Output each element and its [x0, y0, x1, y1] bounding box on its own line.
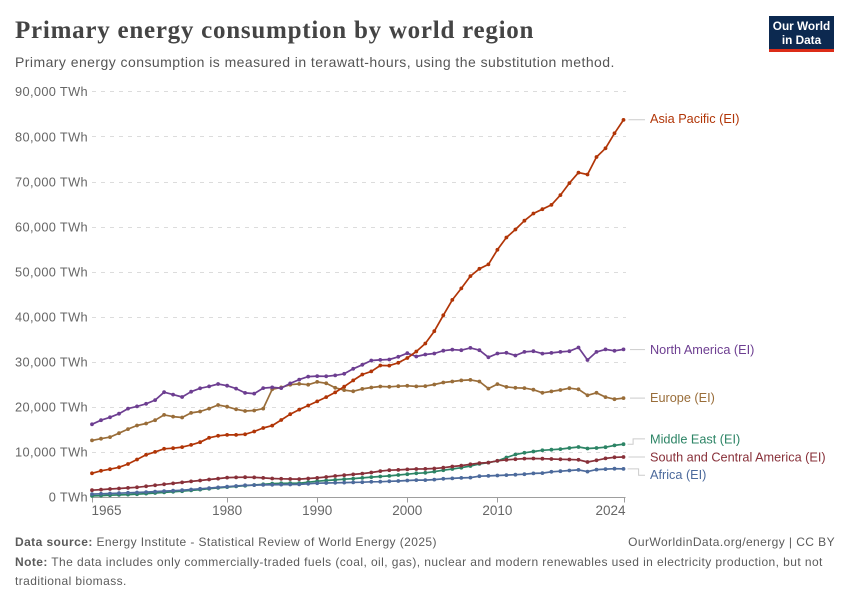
svg-text:Middle East (EI): Middle East (EI) [650, 432, 740, 446]
svg-text:20,000 TWh: 20,000 TWh [15, 400, 88, 415]
svg-text:Asia Pacific (EI): Asia Pacific (EI) [650, 112, 740, 126]
svg-text:1990: 1990 [302, 503, 332, 518]
svg-text:90,000 TWh: 90,000 TWh [15, 84, 88, 99]
svg-text:1965: 1965 [92, 503, 122, 518]
svg-text:South and Central America (EI): South and Central America (EI) [650, 450, 826, 464]
svg-text:50,000 TWh: 50,000 TWh [15, 264, 88, 279]
svg-text:70,000 TWh: 70,000 TWh [15, 174, 88, 189]
svg-text:North America (EI): North America (EI) [650, 343, 754, 357]
svg-text:0 TWh: 0 TWh [49, 490, 88, 505]
svg-text:10,000 TWh: 10,000 TWh [15, 445, 88, 460]
svg-text:60,000 TWh: 60,000 TWh [15, 219, 88, 234]
svg-text:80,000 TWh: 80,000 TWh [15, 129, 88, 144]
svg-text:40,000 TWh: 40,000 TWh [15, 310, 88, 325]
svg-text:30,000 TWh: 30,000 TWh [15, 355, 88, 370]
svg-text:2010: 2010 [482, 503, 512, 518]
svg-text:2024: 2024 [595, 503, 626, 518]
svg-text:2000: 2000 [392, 503, 422, 518]
svg-text:Europe (EI): Europe (EI) [650, 391, 715, 405]
svg-text:1980: 1980 [212, 503, 242, 518]
svg-text:Africa (EI): Africa (EI) [650, 468, 706, 482]
